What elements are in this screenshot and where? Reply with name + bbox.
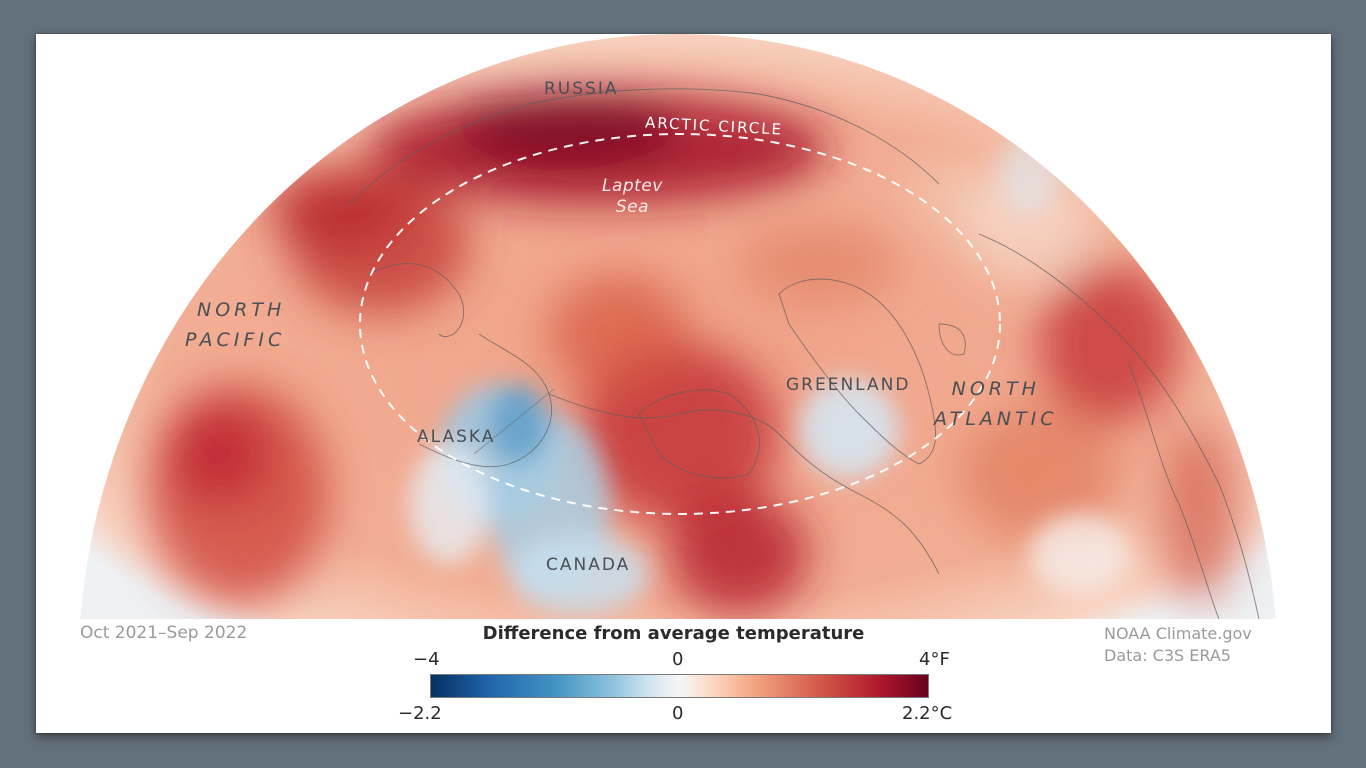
label-russia: RUSSIA (544, 79, 619, 99)
temperature-anomaly-map: RUSSIA ARCTIC CIRCLE Laptev Sea NORTH PA… (79, 34, 1277, 619)
label-north-pacific: NORTH PACIFIC (185, 295, 285, 355)
credit-data: Data: C3S ERA5 (1104, 646, 1231, 665)
legend-c-min: −2.2 (398, 703, 442, 724)
label-laptev-sea: Laptev Sea (602, 176, 663, 218)
laptev-line-2: Sea (615, 197, 650, 217)
legend-c-max: 2.2°C (902, 703, 953, 724)
legend-colorbar (430, 674, 929, 698)
label-north-atlantic: NORTH ATLANTIC (934, 374, 1058, 434)
laptev-line-1: Laptev (602, 176, 663, 196)
north-atlantic-line-2: ATLANTIC (934, 408, 1058, 430)
north-pacific-line-1: NORTH (197, 299, 286, 321)
label-alaska: ALASKA (417, 427, 496, 447)
legend-f-mid: 0 (672, 649, 684, 670)
legend-c-mid: 0 (672, 703, 684, 724)
credit-source: NOAA Climate.gov (1104, 624, 1252, 643)
legend-f-max: 4°F (919, 649, 950, 670)
label-greenland: GREENLAND (786, 375, 911, 395)
north-atlantic-line-1: NORTH (951, 378, 1040, 400)
map-graphic (79, 34, 1277, 619)
time-period: Oct 2021–Sep 2022 (80, 623, 248, 643)
label-canada: CANADA (546, 555, 631, 575)
legend-title-text: Difference from average temperature (482, 623, 865, 644)
north-pacific-line-2: PACIFIC (185, 329, 286, 351)
legend-title: Difference from average temperature (36, 623, 1331, 644)
credit: NOAA Climate.gov Data: C3S ERA5 (1104, 623, 1252, 667)
legend-f-min: −4 (413, 649, 440, 670)
map-card: RUSSIA ARCTIC CIRCLE Laptev Sea NORTH PA… (36, 34, 1331, 733)
